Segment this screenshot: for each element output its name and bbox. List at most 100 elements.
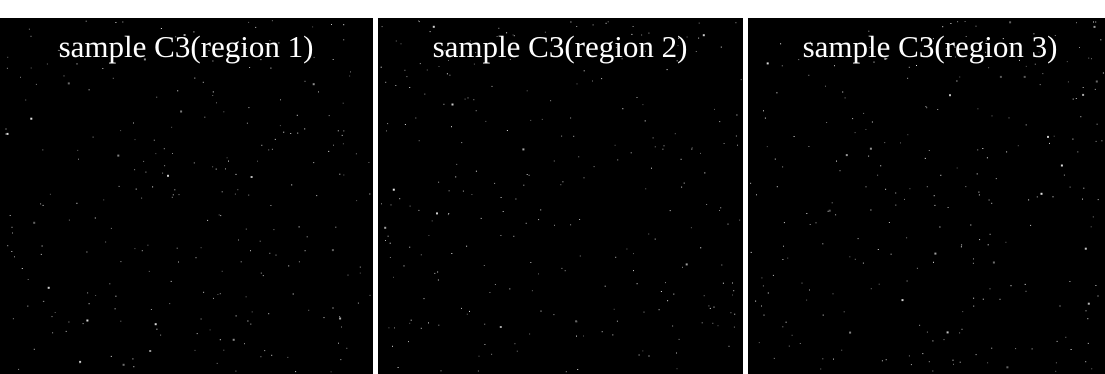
speck [996,178,997,179]
speck [1057,341,1058,342]
speck [655,146,656,147]
speck [433,26,435,28]
speck [381,67,382,68]
speck [922,353,923,354]
speck [978,192,979,193]
speck [149,271,150,272]
speck [550,100,551,101]
speck [250,324,251,325]
speck [973,298,974,299]
speck [577,369,578,370]
speck [40,203,41,204]
speck [816,222,817,223]
speck [248,107,249,108]
speck [706,204,707,205]
speck [333,308,334,309]
speck [341,327,342,328]
speck [1037,196,1038,197]
speck [160,335,161,336]
speck [509,288,510,289]
speck [405,124,406,125]
speck [1015,348,1016,349]
speck [990,234,991,235]
speck [77,150,78,151]
speck [1098,199,1099,200]
speck [69,220,70,221]
speck [806,300,807,301]
speck [119,186,120,187]
speck [494,183,495,184]
speck [934,205,935,206]
speck [527,174,528,175]
speck [485,121,486,122]
speck [11,251,12,252]
speck [789,346,790,347]
speck [293,294,294,295]
speck [983,299,984,300]
speck [415,118,416,119]
speck [399,198,400,199]
speck [661,291,662,292]
speck [845,97,846,98]
speck [513,236,514,237]
speck [1103,73,1104,74]
speck [517,351,518,352]
speck [10,215,11,216]
speck [105,242,106,243]
speck [408,341,409,342]
speck [822,358,823,359]
speck [655,239,656,240]
speck [863,113,864,114]
speck [328,151,329,152]
speck [421,328,422,329]
speck [700,153,701,154]
speck [238,240,239,241]
speck [1097,124,1098,125]
speck [929,150,930,151]
speck [833,293,834,294]
speck [169,303,170,304]
speck [956,81,957,82]
speck [428,235,429,236]
speck [1068,81,1069,82]
speck [461,308,462,309]
speck [171,127,172,128]
speck [396,41,397,42]
speck [287,357,288,358]
speck [102,68,103,69]
speck [280,125,281,126]
speck [1086,310,1087,311]
speck [1096,81,1098,83]
speck [115,296,116,297]
speck [456,164,457,165]
speck [123,364,125,366]
speck [642,350,643,351]
speck [904,199,905,200]
caption-strip [0,0,1105,18]
speck [438,325,439,326]
speck [927,186,928,187]
speck [382,26,383,27]
speck [1042,73,1043,74]
speck [156,97,157,98]
speck [576,26,577,27]
speck [432,220,433,221]
speck [651,168,652,169]
speck [526,223,527,224]
speck [438,280,439,281]
speck [639,355,640,356]
speck [500,235,501,236]
speck [929,361,930,362]
speck [68,82,70,84]
speck [698,38,699,39]
speck [961,244,962,245]
speck [642,104,643,105]
speck [385,240,386,241]
speck [836,161,837,162]
speck [842,92,843,93]
speck [802,283,803,284]
speck [906,237,907,238]
speck [52,316,53,317]
speck [729,346,730,347]
speck [792,335,793,336]
